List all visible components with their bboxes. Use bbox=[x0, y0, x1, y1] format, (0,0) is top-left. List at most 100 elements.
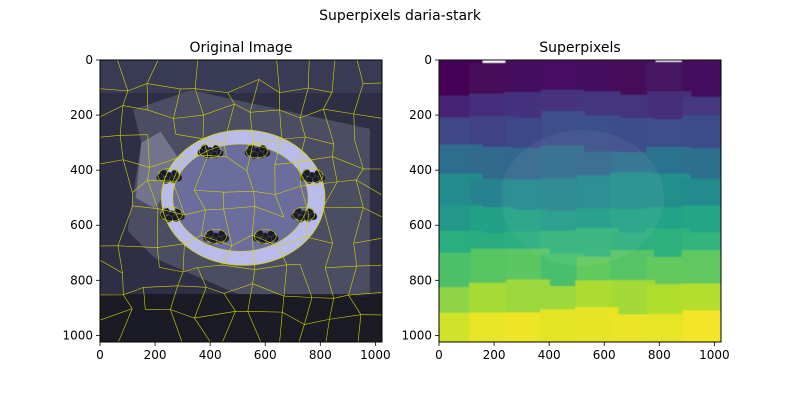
boundary-segment bbox=[173, 118, 176, 135]
boundary-segment bbox=[331, 60, 336, 93]
boundary-segment bbox=[223, 293, 236, 312]
boundary-segment bbox=[253, 190, 276, 195]
boundary-segment bbox=[276, 60, 280, 93]
boundary-segment bbox=[117, 60, 129, 91]
boundary-segment bbox=[353, 243, 358, 267]
berry-boundary bbox=[204, 228, 227, 244]
boundary-segment bbox=[252, 234, 278, 247]
boundary-segment bbox=[119, 105, 124, 136]
berry-boundary bbox=[157, 168, 181, 183]
boundary-segment bbox=[305, 136, 334, 145]
x-tick-label: 1000 bbox=[360, 348, 391, 362]
boundary-segment bbox=[324, 243, 334, 268]
berry-boundary bbox=[245, 143, 269, 159]
berry-boundary bbox=[292, 206, 316, 222]
boundary-segment bbox=[119, 135, 124, 160]
boundary-segment bbox=[323, 108, 354, 115]
boundary-segment bbox=[122, 105, 148, 111]
boundary-segment bbox=[298, 324, 305, 342]
boundary-segment bbox=[247, 311, 262, 342]
boundary-segment bbox=[182, 243, 185, 273]
original-image-frame bbox=[99, 59, 383, 343]
berry bbox=[203, 234, 211, 242]
berry bbox=[197, 148, 206, 157]
boundary-segment bbox=[194, 155, 209, 191]
boundary-segment bbox=[156, 208, 159, 248]
berry-boundary bbox=[160, 206, 183, 222]
boundary-segment bbox=[247, 283, 253, 312]
boundary-segment bbox=[117, 245, 158, 248]
original-image-title: Original Image bbox=[189, 40, 292, 56]
figure-suptitle: Superpixels daria-stark bbox=[319, 8, 482, 24]
boundary-segment bbox=[143, 287, 146, 310]
superpixel-region bbox=[575, 307, 619, 342]
boundary-segment bbox=[132, 205, 158, 209]
boundary-segment bbox=[100, 105, 123, 118]
boundary-segment bbox=[329, 314, 361, 320]
boundary-segment bbox=[282, 296, 285, 313]
y-tick-label: 800 bbox=[70, 273, 93, 287]
boundary-segment bbox=[298, 136, 306, 162]
boundary-segment bbox=[177, 271, 184, 286]
boundary-segment bbox=[222, 311, 236, 342]
boundary-segment bbox=[253, 191, 256, 207]
boundary-segment bbox=[170, 309, 183, 342]
x-tick-label: 0 bbox=[435, 348, 443, 362]
x-tick-label: 400 bbox=[538, 348, 561, 362]
boundary-segment bbox=[299, 264, 313, 298]
boundary-segment bbox=[322, 181, 338, 208]
boundary-segment bbox=[353, 113, 355, 141]
x-tick-label: 200 bbox=[144, 348, 167, 362]
berry bbox=[158, 212, 167, 220]
y-tick-label: 400 bbox=[409, 163, 432, 177]
boundary-segment bbox=[123, 287, 144, 296]
berry-cluster bbox=[197, 144, 224, 160]
superpixel-region bbox=[681, 250, 721, 288]
boundary-segment bbox=[355, 168, 364, 181]
boundary-segment bbox=[123, 294, 133, 309]
original-image-x-axis: 0 200 400 600 800 1000 bbox=[96, 342, 391, 362]
boundary-segment bbox=[146, 60, 159, 84]
boundary-segment bbox=[226, 156, 248, 171]
boundary-segment bbox=[175, 133, 204, 140]
boundary-segment bbox=[308, 87, 333, 93]
boundary-segment bbox=[300, 186, 309, 214]
y-tick-label: 1000 bbox=[62, 328, 93, 342]
boundary-segment bbox=[227, 79, 260, 93]
superpixels-x-axis: 0 200 400 600 800 1000 bbox=[435, 342, 730, 362]
boundary-segment bbox=[299, 87, 309, 119]
boundary-segment bbox=[353, 83, 364, 115]
berry bbox=[215, 149, 224, 157]
panel-original-image: Original Image 0 200 400 600 800 1000 0 200 400… bbox=[62, 40, 390, 362]
boundary-segment bbox=[231, 234, 253, 247]
boundary-segment bbox=[173, 88, 181, 119]
boundary-segment bbox=[118, 308, 133, 342]
boundary-segment bbox=[194, 189, 224, 193]
boundary-segment bbox=[279, 312, 283, 342]
boundary-segment bbox=[299, 156, 333, 163]
boundary-segment bbox=[311, 297, 334, 299]
boundary-segment bbox=[223, 283, 253, 294]
boundary-segment bbox=[307, 60, 310, 89]
boundary-segment bbox=[222, 264, 255, 270]
boundary-segment bbox=[249, 79, 260, 113]
x-tick-label: 800 bbox=[309, 348, 332, 362]
x-tick-label: 600 bbox=[593, 348, 616, 362]
boundary-segment bbox=[182, 267, 198, 273]
boundary-segment bbox=[206, 286, 224, 294]
y-tick-label: 800 bbox=[409, 273, 432, 287]
boundary-segment bbox=[159, 266, 184, 273]
boundary-segment bbox=[223, 190, 254, 193]
boundary-segment bbox=[246, 142, 254, 171]
boundary-segment bbox=[252, 283, 285, 297]
cloth-highlight bbox=[135, 131, 183, 209]
boundary-segment bbox=[100, 88, 128, 92]
boundary-segment bbox=[201, 235, 233, 247]
boundary-segment bbox=[300, 181, 338, 187]
boundary-segment bbox=[279, 109, 301, 119]
boundary-segment bbox=[356, 60, 364, 84]
boundary-segment bbox=[194, 189, 206, 211]
boundary-segment bbox=[147, 167, 150, 181]
boundary-segment bbox=[277, 236, 307, 247]
boundary-segment bbox=[353, 207, 364, 244]
